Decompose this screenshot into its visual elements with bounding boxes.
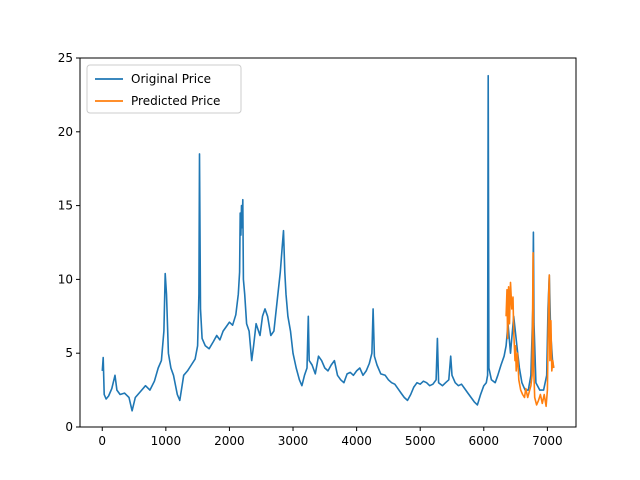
x-tick-label: 5000 bbox=[405, 434, 436, 448]
x-tick-label: 6000 bbox=[469, 434, 500, 448]
legend-label-1: Predicted Price bbox=[131, 94, 220, 108]
y-tick-label: 20 bbox=[58, 125, 73, 139]
plot-area bbox=[101, 74, 555, 412]
x-axis: 0 1000 2000 3000 4000 5000 6000 7000 bbox=[98, 427, 563, 448]
y-tick-label: 10 bbox=[58, 272, 73, 286]
legend-label-0: Original Price bbox=[131, 72, 211, 86]
series-line-0 bbox=[101, 74, 555, 412]
y-tick-label: 0 bbox=[65, 420, 73, 434]
legend-box bbox=[86, 64, 242, 114]
y-tick-label: 5 bbox=[65, 346, 73, 360]
x-tick-label: 4000 bbox=[341, 434, 372, 448]
y-tick-label: 15 bbox=[58, 199, 73, 213]
series-line-1 bbox=[505, 252, 555, 408]
x-tick-label: 1000 bbox=[151, 434, 182, 448]
x-tick-label: 0 bbox=[98, 434, 106, 448]
x-tick-label: 2000 bbox=[214, 434, 245, 448]
y-axis: 0 5 10 15 20 25 bbox=[58, 51, 80, 434]
y-tick-label: 25 bbox=[58, 51, 73, 65]
x-tick-label: 3000 bbox=[278, 434, 309, 448]
x-tick-label: 7000 bbox=[532, 434, 563, 448]
legend: Original Price Predicted Price bbox=[86, 64, 242, 114]
plot-frame bbox=[79, 57, 577, 428]
